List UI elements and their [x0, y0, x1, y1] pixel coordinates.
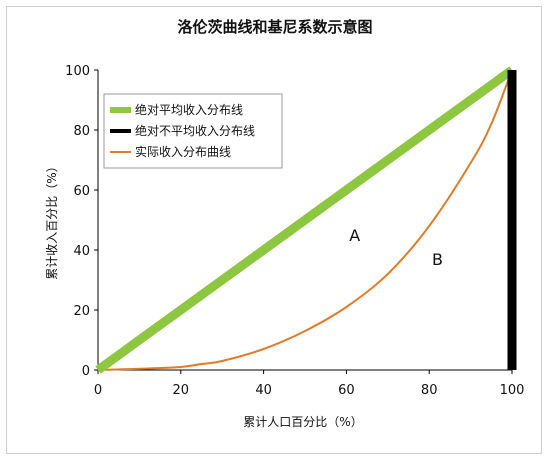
legend-item-equality: 绝对平均收入分布线 [110, 102, 243, 117]
y-tick-label: 100 [65, 64, 90, 79]
series-layer [95, 66, 517, 374]
region-label-b: B [432, 250, 443, 269]
equality-line [95, 66, 515, 374]
x-tick-label: 80 [421, 383, 438, 398]
legend-item-inequality: 绝对不平均收入分布线 [110, 123, 255, 138]
axes [97, 70, 512, 371]
x-axis-label: 累计人口百分比（%） [243, 415, 362, 429]
region-label-a: A [349, 226, 360, 245]
legend-label: 实际收入分布曲线 [135, 144, 231, 159]
legend-label: 绝对平均收入分布线 [135, 102, 243, 117]
x-tick-label: 0 [94, 383, 102, 398]
chart-title: 洛伦茨曲线和基尼系数示意图 [177, 18, 372, 36]
legend-box [103, 93, 283, 169]
x-tick-label: 40 [255, 383, 272, 398]
x-tick-label: 20 [173, 383, 190, 398]
y-tick-label: 60 [73, 184, 90, 199]
y-tick-label: 80 [73, 124, 90, 139]
y-axis-label: 累计收入百分比（%） [45, 160, 59, 279]
legend-label: 绝对不平均收入分布线 [135, 123, 255, 138]
x-tick-label: 100 [500, 383, 525, 398]
y-tick-label: 40 [73, 244, 90, 259]
legend-item-actual: 实际收入分布曲线 [110, 144, 231, 159]
x-tick-label: 60 [338, 383, 355, 398]
y-tick-label: 20 [73, 304, 90, 319]
annotation-layer: AB [349, 226, 443, 269]
y-tick-labels: 0 20 40 60 80 100 [65, 64, 98, 379]
y-tick-label: 0 [82, 364, 90, 379]
lorenz-curve [97, 69, 513, 371]
chart-frame [6, 6, 542, 454]
x-tick-labels: 0 20 40 60 80 100 [94, 370, 525, 398]
